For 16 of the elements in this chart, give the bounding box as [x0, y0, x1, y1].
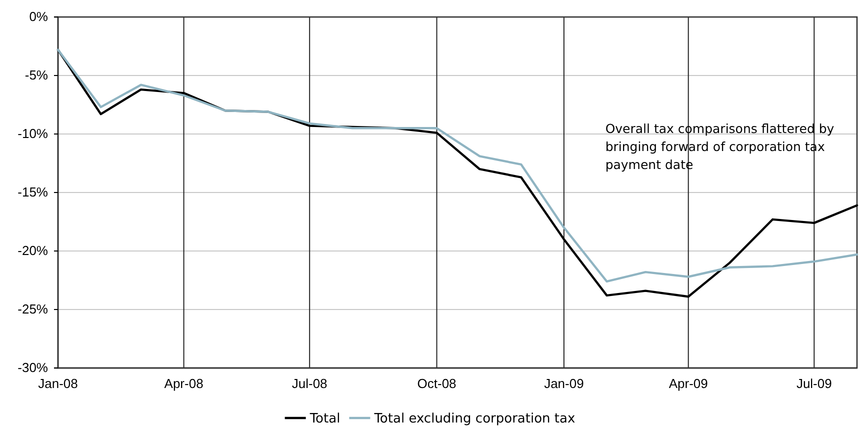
- y-tick-label: -5%: [24, 68, 48, 83]
- x-tick-label: Jan-09: [544, 376, 584, 392]
- x-tick-label: Jan-08: [38, 376, 78, 392]
- x-tick-label: Apr-09: [668, 376, 708, 392]
- legend-label: Total excluding corporation tax: [373, 412, 576, 426]
- y-tick-label: 0%: [29, 9, 48, 24]
- x-tick-label: Jul-08: [292, 376, 328, 392]
- y-tick-label: -15%: [18, 184, 48, 200]
- y-tick-label: -25%: [18, 302, 48, 317]
- x-tick-label: Oct-08: [417, 376, 456, 392]
- y-tick-label: -20%: [18, 243, 48, 258]
- legend-label: Total: [308, 412, 340, 426]
- x-tick-label: Apr-08: [164, 376, 204, 392]
- y-tick-label: -30%: [18, 360, 48, 376]
- x-tick-label: Jul-09: [796, 376, 832, 392]
- y-tick-label: -10%: [18, 126, 48, 142]
